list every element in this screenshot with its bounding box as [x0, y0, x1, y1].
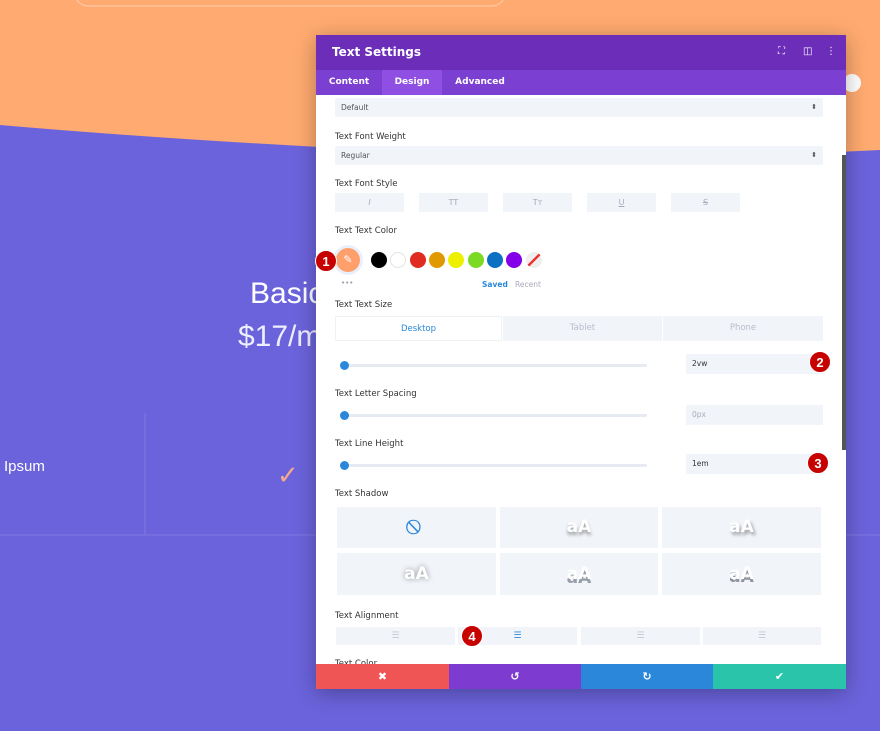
slider-handle[interactable] — [340, 411, 349, 420]
text-shadow-label: Text Shadow — [335, 489, 389, 499]
redo-button[interactable]: ↻ — [581, 664, 713, 689]
save-button[interactable]: ✔ — [713, 664, 846, 689]
swatch-purple[interactable] — [506, 252, 522, 268]
device-tab-phone[interactable]: Phone — [663, 316, 823, 341]
select-arrows-icon: ⬍ — [811, 151, 817, 159]
italic-button[interactable]: I — [335, 193, 404, 212]
swatch-black[interactable] — [371, 252, 387, 268]
font-weight-value: Regular — [341, 151, 370, 160]
plan-price: $17/m — [238, 320, 322, 353]
swatch-blue[interactable] — [487, 252, 503, 268]
swatch-none[interactable] — [526, 252, 542, 268]
scrollbar[interactable] — [842, 155, 846, 450]
text-size-input[interactable]: 2vw — [686, 354, 823, 374]
font-select-value: Default — [341, 103, 369, 112]
letter-spacing-slider[interactable] — [340, 411, 647, 420]
check-icon: ✓ — [277, 460, 299, 490]
shadow-preset-4[interactable]: aA — [500, 553, 658, 595]
cancel-button[interactable]: ✖ — [316, 664, 449, 689]
font-weight-select[interactable]: Regular ⬍ — [335, 146, 823, 165]
text-settings-modal: Text Settings ⛶ ◫ ⋮ Content Design Advan… — [316, 35, 846, 689]
shadow-preset-1[interactable]: aA — [500, 507, 658, 548]
split-view-icon[interactable]: ◫ — [803, 46, 813, 57]
letter-spacing-label: Text Letter Spacing — [335, 389, 417, 399]
modal-tabs: Content Design Advanced — [316, 70, 846, 95]
step-badge-2: 2 — [809, 351, 831, 373]
recent-colors-tab[interactable]: Recent — [515, 280, 541, 289]
shadow-preset-2[interactable]: aA — [662, 507, 821, 548]
text-color-label: Text Text Color — [335, 226, 397, 236]
step-badge-4: 4 — [461, 625, 483, 647]
text-size-label: Text Text Size — [335, 300, 393, 310]
step-badge-1: 1 — [315, 250, 337, 272]
swatch-red[interactable] — [410, 252, 426, 268]
device-tab-desktop[interactable]: Desktop — [335, 316, 502, 341]
uppercase-button[interactable]: TT — [419, 193, 488, 212]
align-justify-icon[interactable]: ☰ — [703, 627, 821, 645]
line-height-label: Text Line Height — [335, 439, 404, 449]
align-center-icon[interactable]: ☰ — [458, 627, 577, 645]
feature-label: Ipsum — [4, 458, 45, 475]
device-tab-tablet[interactable]: Tablet — [503, 316, 662, 341]
slider-handle[interactable] — [340, 461, 349, 470]
capitalize-button[interactable]: Tт — [503, 193, 572, 212]
tab-content[interactable]: Content — [328, 77, 370, 87]
swatch-white[interactable] — [390, 252, 406, 268]
swatch-green[interactable] — [468, 252, 484, 268]
text-size-slider[interactable] — [340, 361, 647, 370]
align-left-icon[interactable]: ☰ — [336, 627, 455, 645]
swatch-yellow[interactable] — [448, 252, 464, 268]
shadow-none-icon[interactable]: ⃠ — [337, 507, 496, 548]
step-badge-3: 3 — [807, 452, 829, 474]
undo-button[interactable]: ↺ — [449, 664, 581, 689]
swatch-orange[interactable] — [429, 252, 445, 268]
letter-spacing-input[interactable]: 0px — [686, 405, 823, 425]
slider-handle[interactable] — [340, 361, 349, 370]
plan-title: Basic — [250, 277, 324, 310]
tab-design[interactable]: Design — [382, 70, 442, 95]
fullscreen-icon[interactable]: ⛶ — [778, 46, 785, 57]
more-colors-button[interactable]: ••• — [341, 279, 354, 287]
font-style-label: Text Font Style — [335, 179, 398, 189]
font-select[interactable]: Default ⬍ — [335, 98, 823, 117]
select-arrows-icon: ⬍ — [811, 103, 817, 111]
line-height-slider[interactable] — [340, 461, 647, 470]
strikethrough-button[interactable]: S — [671, 193, 740, 212]
more-options-icon[interactable]: ⋮ — [826, 46, 836, 57]
modal-header: Text Settings ⛶ ◫ ⋮ — [316, 35, 846, 70]
underline-button[interactable]: U — [587, 193, 656, 212]
align-right-icon[interactable]: ☰ — [581, 627, 700, 645]
shadow-preset-5[interactable]: aA — [662, 553, 821, 595]
text-alignment-label: Text Alignment — [335, 611, 399, 621]
saved-colors-tab[interactable]: Saved — [482, 280, 508, 289]
line-height-input[interactable]: 1em — [686, 454, 823, 474]
modal-title: Text Settings — [332, 45, 422, 59]
color-picker-eyedropper-icon[interactable]: ✎ — [336, 248, 360, 272]
font-weight-label: Text Font Weight — [335, 132, 406, 142]
tab-advanced[interactable]: Advanced — [455, 77, 505, 87]
shadow-preset-3[interactable]: aA — [337, 553, 496, 595]
